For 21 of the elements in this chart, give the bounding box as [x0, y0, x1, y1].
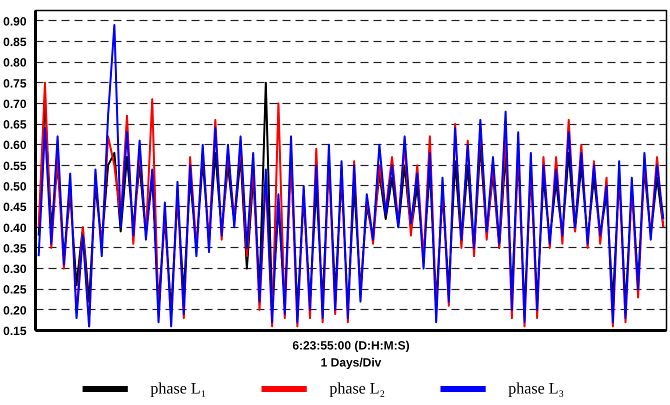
y-tick-label: 0.30 — [3, 262, 27, 276]
y-tick-label: 0.45 — [3, 200, 27, 214]
y-tick-label: 0.15 — [3, 324, 27, 338]
y-tick-label: 0.75 — [3, 76, 27, 90]
legend-label: phase L₃ — [508, 380, 564, 398]
y-tick-label: 0.65 — [3, 118, 27, 132]
legend-label: phase L₁ — [150, 380, 206, 398]
y-tick-label: 0.90 — [3, 14, 27, 28]
y-tick-label: 0.80 — [3, 56, 27, 70]
y-tick-label: 0.55 — [3, 158, 27, 173]
y-tick-label: 0.50 — [3, 179, 27, 194]
y-tick-label: 0.60 — [3, 138, 27, 152]
line-series — [38, 24, 664, 328]
x-axis-title: 6:23:55:00 (D:H:M:S) 1 Days/Div — [292, 338, 410, 370]
y-tick-label: 0.20 — [3, 303, 27, 318]
y-tick-label: 0.25 — [3, 282, 27, 297]
y-tick-label: 0.35 — [3, 241, 27, 256]
y-tick-label: 0.40 — [3, 220, 27, 235]
y-tick-label: 0.85 — [3, 34, 27, 49]
y-tick-label: 0.70 — [3, 96, 27, 111]
legend-label: phase L₂ — [329, 380, 386, 398]
